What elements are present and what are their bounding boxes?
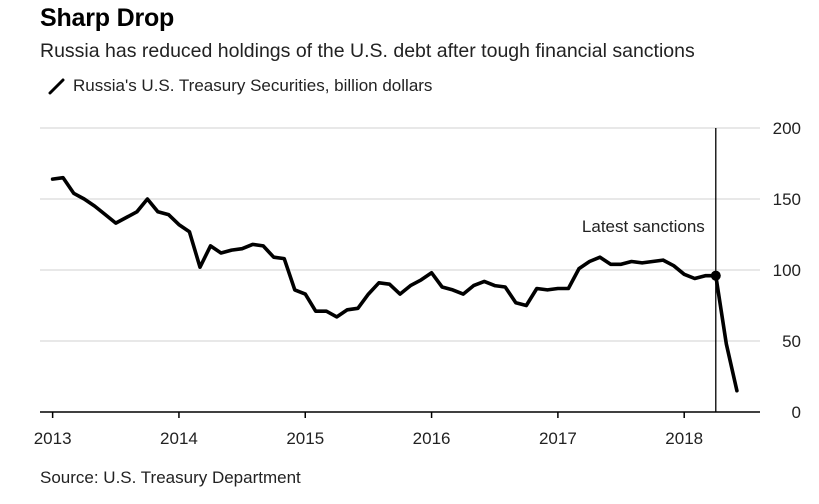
source-note: Source: U.S. Treasury Department: [40, 468, 301, 487]
legend: Russia's U.S. Treasury Securities, billi…: [48, 75, 432, 97]
series-group: [50, 175, 739, 393]
x-axis-labels: 2013 2014 2015 2016 2017 2018: [34, 429, 703, 448]
x-tick-label-2016: 2016: [413, 429, 451, 448]
legend-label: Russia's U.S. Treasury Securities, billi…: [73, 76, 433, 95]
x-tick-label-2018: 2018: [665, 429, 703, 448]
x-axis: [40, 411, 760, 418]
annotation-group: Latest sanctions: [582, 128, 717, 412]
y-tick-label-50: 50: [782, 332, 801, 351]
y-tick-label-100: 100: [773, 261, 801, 280]
chart-title: Sharp Drop: [40, 4, 175, 32]
y-tick-label-150: 150: [773, 190, 801, 209]
x-tick-label-2015: 2015: [286, 429, 324, 448]
x-tick-label-2013: 2013: [34, 429, 72, 448]
y-axis-labels: 0 50 100 150 200: [773, 119, 801, 422]
gridlines: [40, 127, 760, 342]
x-tick-label-2017: 2017: [539, 429, 577, 448]
legend-line-icon: [48, 78, 65, 94]
annotation-marker-0: [710, 270, 721, 281]
y-tick-label-0: 0: [792, 403, 801, 422]
annotation-label-0: Latest sanctions: [582, 217, 705, 236]
x-tick-label-2014: 2014: [160, 429, 198, 448]
series-line-0: [50, 175, 739, 393]
y-tick-label-200: 200: [773, 119, 801, 138]
chart-subtitle: Russia has reduced holdings of the U.S. …: [40, 40, 695, 62]
